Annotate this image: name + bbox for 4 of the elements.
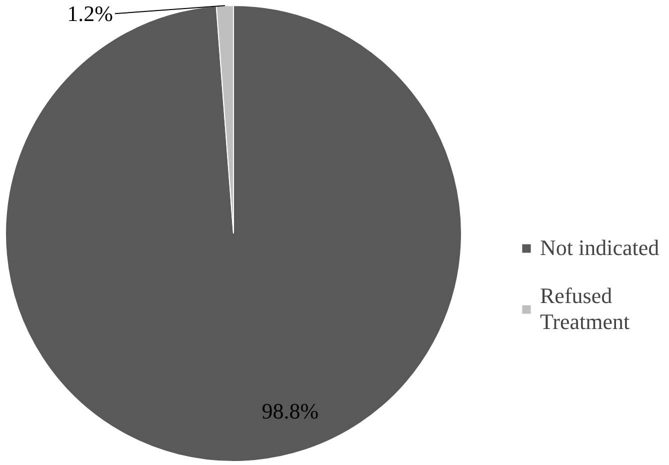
legend-label: Refused Treatment (540, 283, 630, 335)
data-label: 98.8% (262, 398, 319, 424)
data-label: 1.2% (67, 1, 113, 26)
legend-label: Not indicated (540, 235, 660, 261)
